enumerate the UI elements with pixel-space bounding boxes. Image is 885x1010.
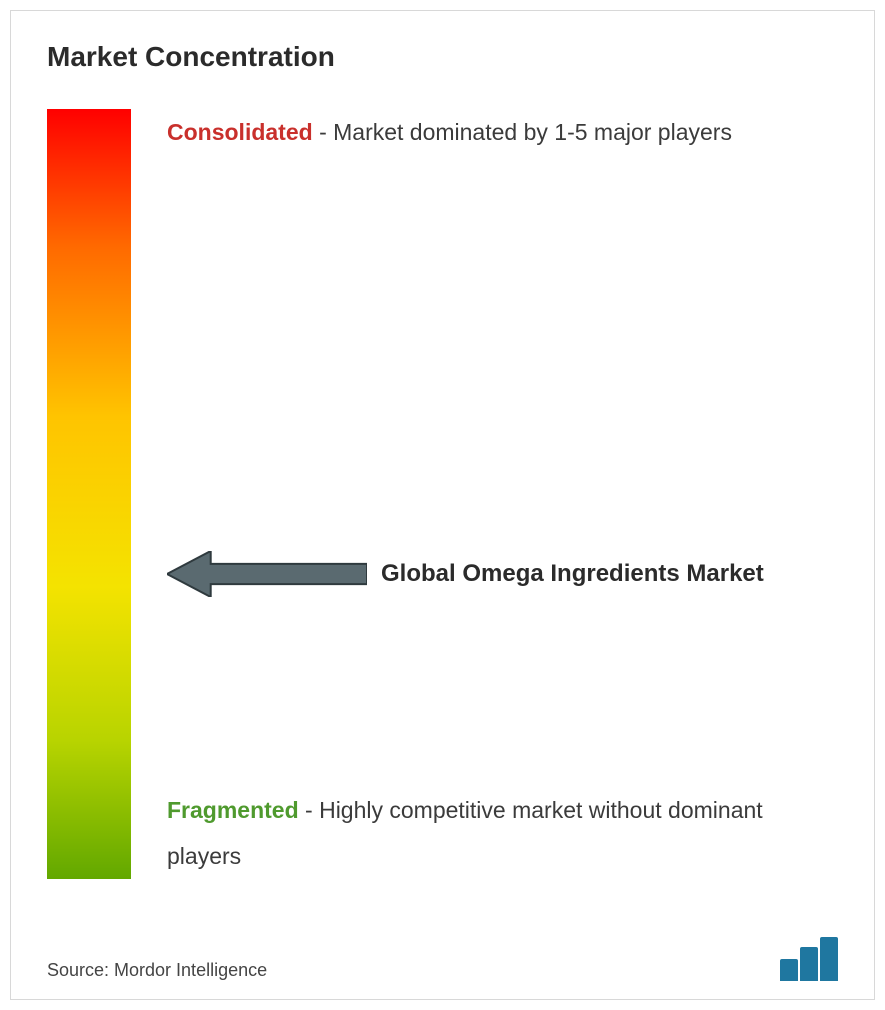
mordor-logo-icon: [780, 937, 838, 981]
consolidated-rest: - Market dominated by 1-5 major players: [319, 119, 732, 145]
fragmented-desc: Fragmented - Highly competitive market w…: [167, 787, 830, 879]
page-title: Market Concentration: [47, 41, 838, 73]
footer: Source: Mordor Intelligence: [47, 937, 838, 981]
consolidated-term: Consolidated: [167, 119, 313, 145]
concentration-scale: [47, 109, 131, 879]
content-row: Consolidated - Market dominated by 1-5 m…: [47, 109, 838, 879]
market-name-label: Global Omega Ingredients Market: [381, 556, 764, 592]
consolidated-block: Consolidated - Market dominated by 1-5 m…: [167, 109, 830, 155]
scale-column: [47, 109, 131, 879]
pointer-arrow-icon: [167, 551, 367, 597]
consolidated-desc: Consolidated - Market dominated by 1-5 m…: [167, 109, 830, 155]
fragmented-term: Fragmented: [167, 797, 299, 823]
market-pointer-row: Global Omega Ingredients Market: [167, 551, 830, 597]
source-label: Source: Mordor Intelligence: [47, 960, 267, 981]
text-column: Consolidated - Market dominated by 1-5 m…: [167, 109, 838, 879]
fragmented-block: Fragmented - Highly competitive market w…: [167, 787, 830, 879]
infographic-frame: Market Concentration Consolidated - Mark…: [10, 10, 875, 1000]
